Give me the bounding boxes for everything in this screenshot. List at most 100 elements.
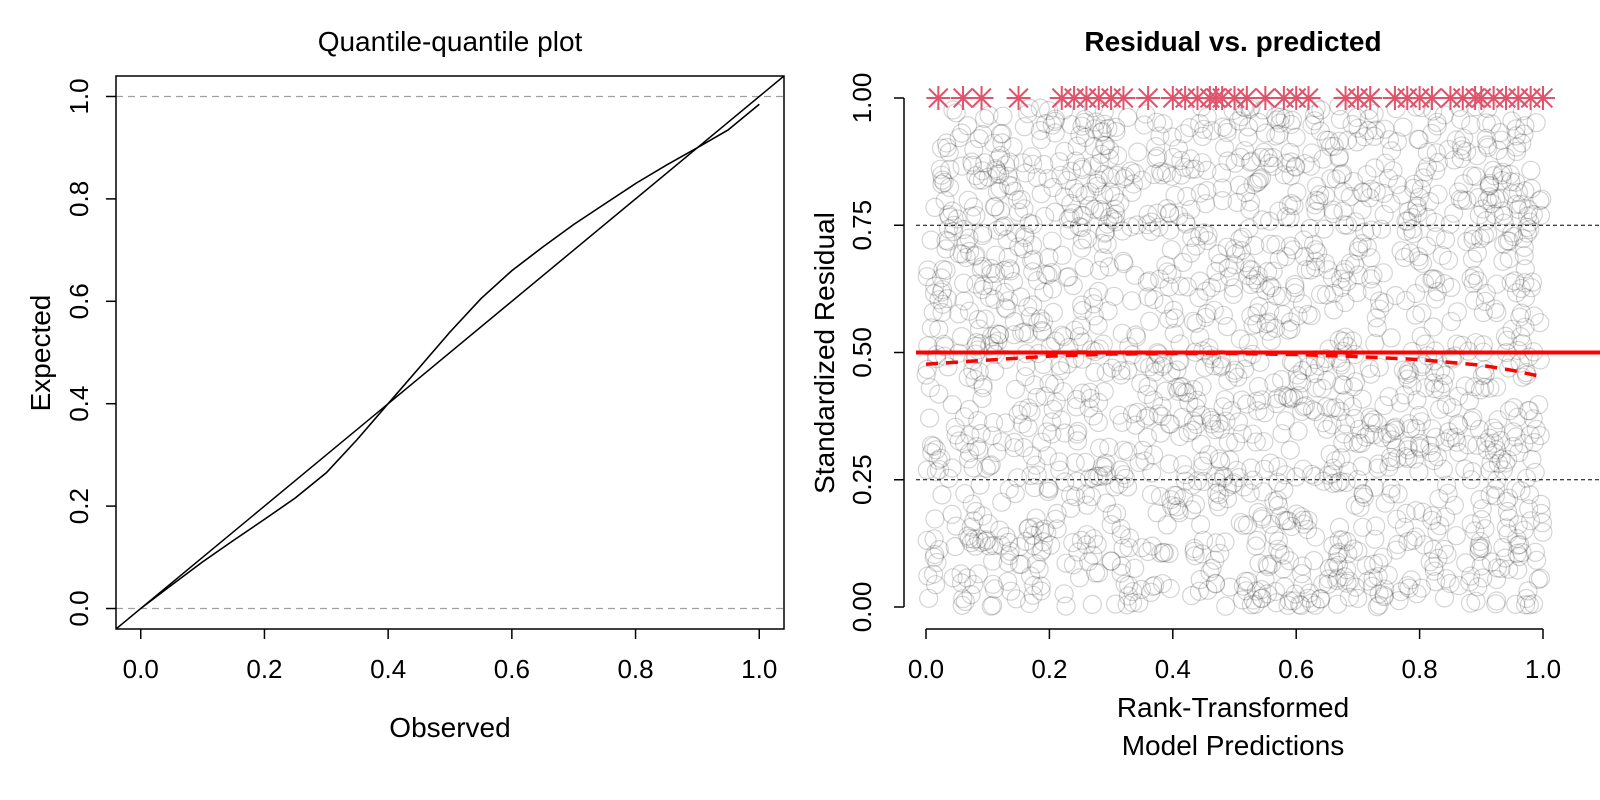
residual-point [961, 584, 981, 605]
residual-outliers [926, 86, 1555, 110]
residual-point [1269, 201, 1289, 221]
qq-y-axis-label: Expected [25, 295, 56, 412]
residual-point [1345, 212, 1366, 232]
residual-point [1185, 546, 1205, 566]
residual-point [1447, 302, 1468, 322]
residual-point [1156, 255, 1176, 275]
residual-point [1057, 267, 1077, 287]
residual-point [1361, 248, 1381, 268]
residual-point [1071, 205, 1092, 225]
residual-point [1407, 584, 1427, 604]
residual-point [1497, 501, 1518, 522]
residual-point [1157, 199, 1177, 219]
residual-point [1358, 571, 1378, 591]
residual-point [1271, 107, 1291, 127]
residual-point [1123, 582, 1143, 602]
residual-point [1461, 115, 1481, 135]
residual-point [1138, 287, 1158, 307]
residual-point [929, 384, 949, 404]
residual-point [918, 260, 938, 280]
residual-point [1472, 538, 1493, 558]
residual-point [1170, 426, 1190, 447]
residual-point [1497, 450, 1518, 470]
residual-point [1023, 249, 1044, 269]
residual-point [1078, 551, 1099, 572]
residual-point [1437, 544, 1457, 565]
residual-point [1530, 426, 1550, 446]
residual-point [1323, 203, 1344, 224]
residual-point [1533, 522, 1553, 542]
residual-outlier-9 [1111, 86, 1136, 110]
residual-smooth-fit [925, 351, 1544, 379]
residual-point [1474, 360, 1495, 380]
residual-point [1280, 236, 1301, 256]
residual-point [1129, 452, 1149, 473]
residual-outlier-22 [1296, 86, 1321, 110]
residual-point [918, 566, 938, 586]
residual-point [1374, 293, 1394, 313]
residual-point [1105, 199, 1125, 219]
residual-point [1032, 322, 1053, 342]
residual-point [1180, 149, 1201, 169]
residual-point [1246, 173, 1267, 193]
residual-point [1301, 593, 1322, 613]
residual-point [1502, 319, 1522, 339]
residual-point [1134, 115, 1154, 135]
residual-point [1225, 153, 1245, 173]
residual-point [1227, 460, 1247, 480]
residual-point [1305, 527, 1326, 547]
residual-point [972, 388, 992, 408]
residual-outlier-2 [969, 86, 994, 110]
residual-point [1428, 184, 1448, 204]
residual-point [1463, 408, 1483, 428]
residual-point [1115, 574, 1135, 594]
residual-point [1016, 531, 1036, 552]
residual-point [1442, 349, 1463, 369]
residual-point [1390, 393, 1410, 413]
residual-x-axis-label-line-1: Rank-Transformed [1117, 692, 1349, 723]
residual-point [1370, 299, 1390, 319]
residual-point [968, 529, 989, 549]
residual-point [1519, 199, 1539, 220]
residual-point [1134, 353, 1154, 373]
residual-point [1382, 430, 1402, 450]
residual-point [1425, 289, 1446, 309]
residual-point [1128, 142, 1148, 162]
residual-point [961, 517, 981, 537]
qq-x-tick-label-3: 0.6 [494, 654, 530, 684]
residual-point [1294, 246, 1315, 266]
residual-point [1071, 238, 1092, 258]
residual-point [1109, 405, 1129, 425]
residual-point [1406, 198, 1427, 218]
residual-point [959, 399, 980, 420]
residual-point [1477, 135, 1497, 155]
residual-point [981, 264, 1001, 284]
residual-point [1102, 358, 1122, 378]
residual-point [1246, 391, 1267, 411]
residual-point [981, 455, 1001, 475]
residual-point [965, 369, 985, 389]
residual-point [1035, 386, 1055, 406]
residual-point [1092, 202, 1112, 222]
residual-point [1090, 200, 1111, 220]
residual-point [1515, 181, 1535, 201]
residual-point [1494, 234, 1514, 254]
residual-point [1509, 443, 1529, 463]
residual-point [1164, 323, 1184, 343]
residual-outlier-10 [1136, 86, 1161, 110]
residual-point [1333, 433, 1353, 453]
residual-point [1125, 415, 1146, 435]
residual-point [1098, 301, 1118, 321]
residual-point [1159, 454, 1179, 474]
residual-point [1193, 451, 1213, 471]
residual-point [987, 442, 1007, 463]
residual-point [1112, 412, 1132, 432]
residual-point [1111, 361, 1131, 381]
residual-point [1208, 273, 1228, 293]
residual-point [938, 219, 959, 239]
residual-point [1271, 370, 1292, 390]
residual-point [1457, 190, 1477, 210]
residual-point [1416, 236, 1437, 256]
residual-point [1523, 409, 1543, 429]
residual-point [945, 536, 965, 557]
